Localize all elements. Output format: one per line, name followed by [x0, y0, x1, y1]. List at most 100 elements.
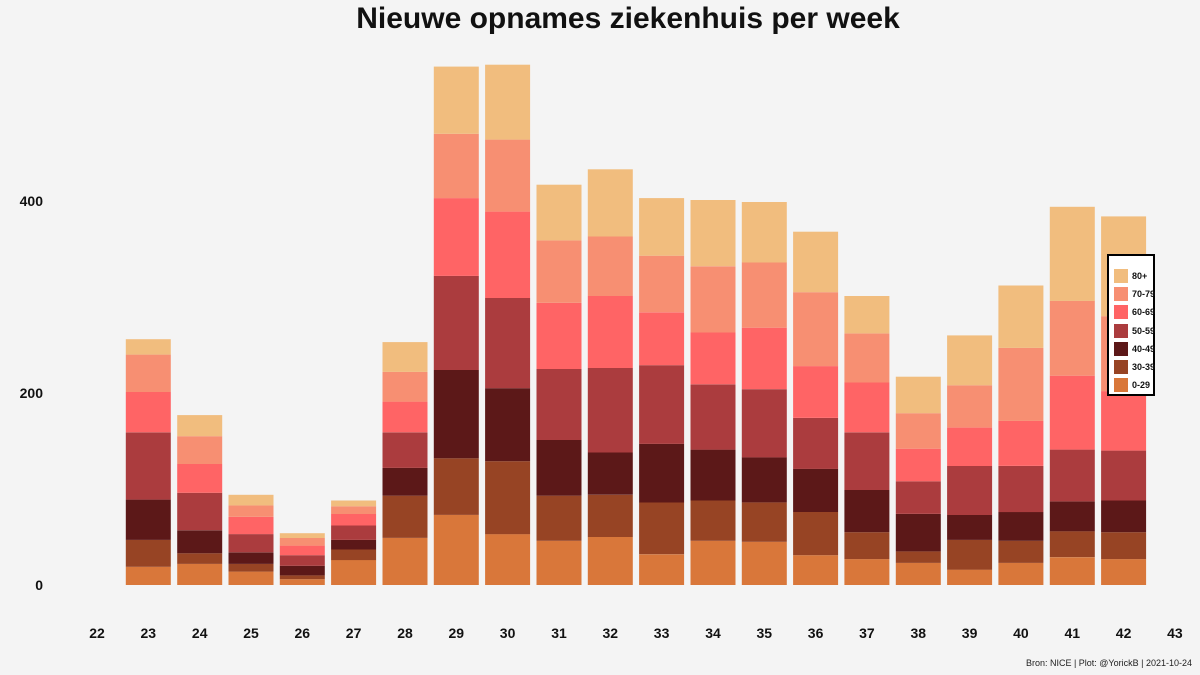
bar-segment-week23-70-79: [125, 354, 171, 392]
bar-segment-week38-70-79: [895, 413, 941, 449]
legend-label: 30-39: [1132, 362, 1156, 373]
bar-segment-week26-40-49: [279, 565, 325, 576]
bar-segment-week41-50-59: [1049, 449, 1095, 502]
legend-item: 0-29: [1114, 376, 1153, 394]
bar-segment-week28-80+: [382, 342, 428, 372]
bar-segment-week26-70-79: [279, 538, 325, 546]
bar-segment-week38-30-39: [895, 551, 941, 563]
bar-segment-week37-60-69: [844, 382, 890, 433]
bar-segment-week34-50-59: [690, 384, 736, 450]
x-tick-label: 24: [192, 625, 208, 641]
legend-swatch: [1114, 269, 1128, 284]
legend-label: 50-59: [1132, 325, 1156, 336]
bar-segment-week41-0-29: [1049, 557, 1095, 585]
bar-segment-week39-0-29: [947, 569, 993, 585]
x-tick-label: 32: [603, 625, 619, 641]
bar-segment-week27-70-79: [331, 506, 377, 514]
bar-segment-week28-60-69: [382, 401, 428, 433]
x-tick-label: 39: [962, 625, 978, 641]
bar-segment-week36-60-69: [793, 366, 839, 418]
bar-segment-week33-70-79: [639, 255, 685, 313]
bar-segment-week31-50-59: [536, 369, 582, 440]
legend-swatch: [1114, 360, 1128, 375]
x-tick-label: 31: [551, 625, 567, 641]
bar-segment-week41-30-39: [1049, 531, 1095, 558]
bar-segment-week35-70-79: [741, 262, 787, 328]
bar-segment-week27-60-69: [331, 514, 377, 526]
x-tick-label: 43: [1167, 625, 1183, 641]
bar-segment-week42-60-69: [1101, 391, 1147, 451]
y-tick-label: 400: [20, 193, 44, 209]
x-tick-label: 38: [911, 625, 927, 641]
bar-segment-week40-0-29: [998, 562, 1044, 585]
bar-segment-week38-60-69: [895, 448, 941, 482]
bar-segment-week29-70-79: [433, 133, 479, 199]
bar-segment-week39-70-79: [947, 385, 993, 428]
x-tick-label: 25: [243, 625, 259, 641]
y-axis-ticks: 0 200 400: [20, 193, 44, 593]
bar-segment-week30-80+: [485, 64, 531, 140]
bar-segment-week26-0-29: [279, 579, 325, 585]
bar-segment-week36-0-29: [793, 555, 839, 585]
bar-segment-week41-70-79: [1049, 300, 1095, 376]
bar-segment-week39-40-49: [947, 514, 993, 540]
bar-segment-week42-30-39: [1101, 532, 1147, 560]
bar-segment-week24-60-69: [177, 464, 223, 493]
bar-segment-week35-30-39: [741, 502, 787, 542]
bar-segment-week39-80+: [947, 335, 993, 386]
bar-segment-week32-60-69: [587, 296, 633, 368]
bar-segment-week39-60-69: [947, 427, 993, 466]
bar-segment-week24-50-59: [177, 492, 223, 531]
bar-segment-week36-70-79: [793, 292, 839, 367]
bar-segment-week30-50-59: [485, 298, 531, 389]
bar-segment-week37-30-39: [844, 532, 890, 560]
bar-segment-week31-0-29: [536, 540, 582, 585]
bar-segment-week29-30-39: [433, 458, 479, 515]
bar-segment-week25-70-79: [228, 505, 274, 517]
bar-segment-week26-50-59: [279, 555, 325, 566]
bar-segment-week30-0-29: [485, 534, 531, 585]
bar-segment-week38-80+: [895, 376, 941, 414]
bar-segment-week31-70-79: [536, 240, 582, 303]
bar-segment-week35-60-69: [741, 327, 787, 390]
bar-segment-week27-40-49: [331, 539, 377, 550]
legend-swatch: [1114, 341, 1128, 356]
bar-segment-week34-0-29: [690, 540, 736, 585]
bar-segment-week31-80+: [536, 184, 582, 241]
bar-segment-week32-0-29: [587, 537, 633, 585]
bar-segment-week33-0-29: [639, 554, 685, 585]
legend-item: 80+: [1114, 267, 1153, 285]
bar-segment-week31-40-49: [536, 440, 582, 496]
x-tick-label: 34: [705, 625, 721, 641]
bar-segment-week41-60-69: [1049, 375, 1095, 450]
x-tick-label: 23: [141, 625, 157, 641]
bar-segment-week27-80+: [331, 500, 377, 507]
bar-segment-week29-0-29: [433, 514, 479, 585]
legend-swatch: [1114, 378, 1128, 393]
bar-segment-week31-30-39: [536, 495, 582, 541]
bar-segment-week30-40-49: [485, 388, 531, 462]
x-tick-label: 37: [859, 625, 875, 641]
bar-segment-week32-70-79: [587, 236, 633, 296]
bar-segment-week36-40-49: [793, 468, 839, 512]
x-tick-label: 22: [89, 625, 105, 641]
bar-segment-week38-0-29: [895, 562, 941, 585]
bar-segment-week24-30-39: [177, 553, 223, 564]
bar-segment-week35-80+: [741, 202, 787, 263]
bar-segment-week34-80+: [690, 200, 736, 267]
x-tick-label: 26: [295, 625, 311, 641]
legend-label: 40-49: [1132, 343, 1156, 354]
legend-item: 70-79: [1114, 285, 1155, 303]
bar-segment-week40-80+: [998, 285, 1044, 348]
bar-segment-week23-30-39: [125, 539, 171, 567]
legend-item: 30-39: [1114, 358, 1156, 376]
source-caption: Bron: NICE | Plot: @YorickB | 2021-10-24: [1025, 658, 1192, 668]
x-tick-label: 29: [449, 625, 465, 641]
x-tick-label: 33: [654, 625, 670, 641]
bar-segment-week27-0-29: [331, 560, 377, 585]
x-tick-label: 30: [500, 625, 516, 641]
bar-segment-week24-70-79: [177, 436, 223, 464]
bars-layer: [125, 64, 1147, 585]
legend-label: 60-69: [1132, 307, 1156, 318]
bar-segment-week24-40-49: [177, 530, 223, 554]
